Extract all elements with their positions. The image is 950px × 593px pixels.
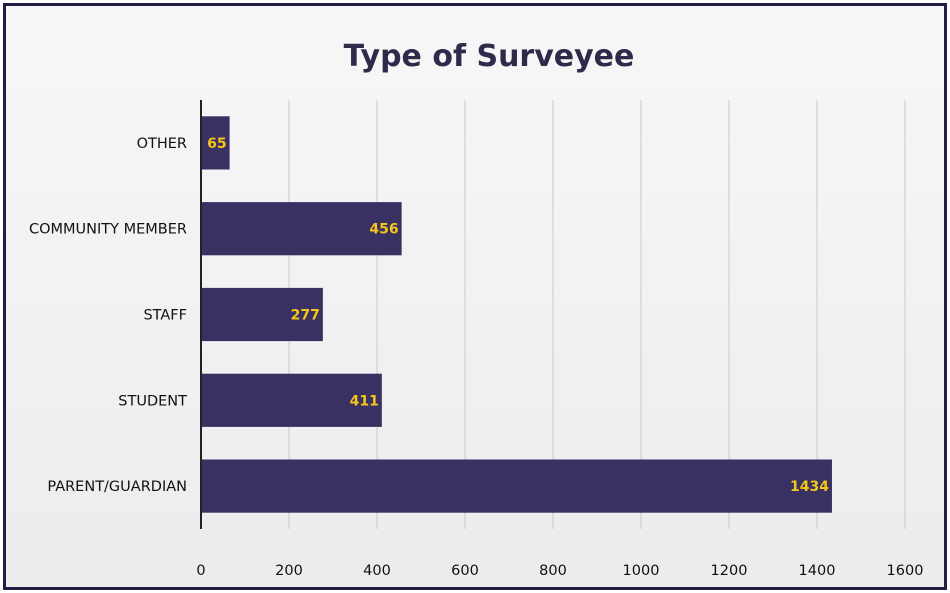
category-label: PARENT/GUARDIAN [47, 479, 187, 495]
grid-lines [288, 100, 906, 529]
bar-community-member [201, 202, 402, 256]
x-tick-label: 1600 [887, 563, 924, 579]
x-tick-label: 400 [363, 563, 391, 579]
data-label: 1434 [790, 479, 829, 495]
x-tick-label: 1000 [623, 563, 660, 579]
data-label: 456 [369, 222, 398, 238]
x-tick-label: 200 [275, 563, 303, 579]
category-label: STAFF [143, 308, 187, 324]
category-label: COMMUNITY MEMBER [29, 222, 187, 238]
category-label: OTHER [137, 136, 187, 152]
bar-parent-guardian [201, 459, 832, 513]
bar-student [201, 373, 382, 427]
bars [201, 116, 832, 513]
category-label: STUDENT [118, 393, 187, 409]
x-tick-label: 0 [196, 563, 205, 579]
data-label: 277 [291, 308, 320, 324]
bar-other [201, 116, 230, 170]
data-label: 65 [207, 136, 226, 152]
data-label: 411 [350, 393, 379, 409]
labels: 0 200 400 600 800 1000 1200 1400 1600 OTHER 65 COMM… [29, 136, 923, 579]
chart-title: Type of Surveyee [344, 39, 635, 74]
x-tick-label: 800 [539, 563, 567, 579]
x-tick-label: 600 [451, 563, 479, 579]
x-tick-label: 1400 [799, 563, 836, 579]
x-tick-label: 1200 [711, 563, 748, 579]
bar-staff [201, 287, 323, 342]
